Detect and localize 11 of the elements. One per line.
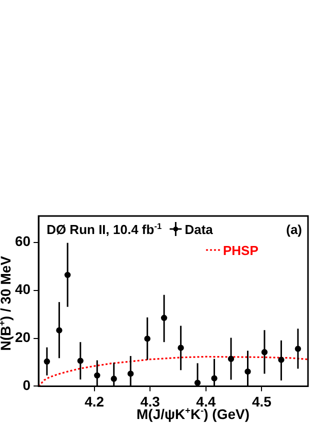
y-tick-label: 40 <box>14 281 31 298</box>
legend-label: PHSP <box>223 243 259 258</box>
line-series <box>38 356 308 386</box>
y-axis-title: N(B+) / 30 MeV <box>0 255 14 351</box>
y-tick-label: 0 <box>22 377 31 394</box>
legend-label: Data <box>184 222 214 237</box>
x-tick-label: 4.2 <box>84 393 104 410</box>
y-tick-label: 60 <box>14 233 31 250</box>
y-tick-label: 20 <box>14 329 31 346</box>
annotation: (a) <box>286 222 302 237</box>
x-tick-label: 4.5 <box>252 393 272 410</box>
